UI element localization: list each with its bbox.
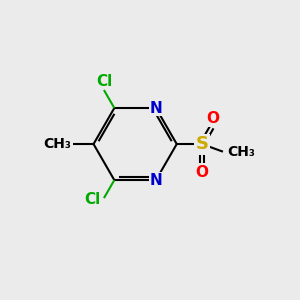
Text: S: S xyxy=(196,135,208,153)
Text: N: N xyxy=(150,172,162,188)
Text: CH₃: CH₃ xyxy=(44,137,71,151)
Text: N: N xyxy=(150,100,162,116)
Text: Cl: Cl xyxy=(85,192,101,207)
Text: O: O xyxy=(207,111,220,126)
Text: CH₃: CH₃ xyxy=(227,145,255,159)
Text: O: O xyxy=(196,165,208,180)
Text: Cl: Cl xyxy=(96,74,112,88)
